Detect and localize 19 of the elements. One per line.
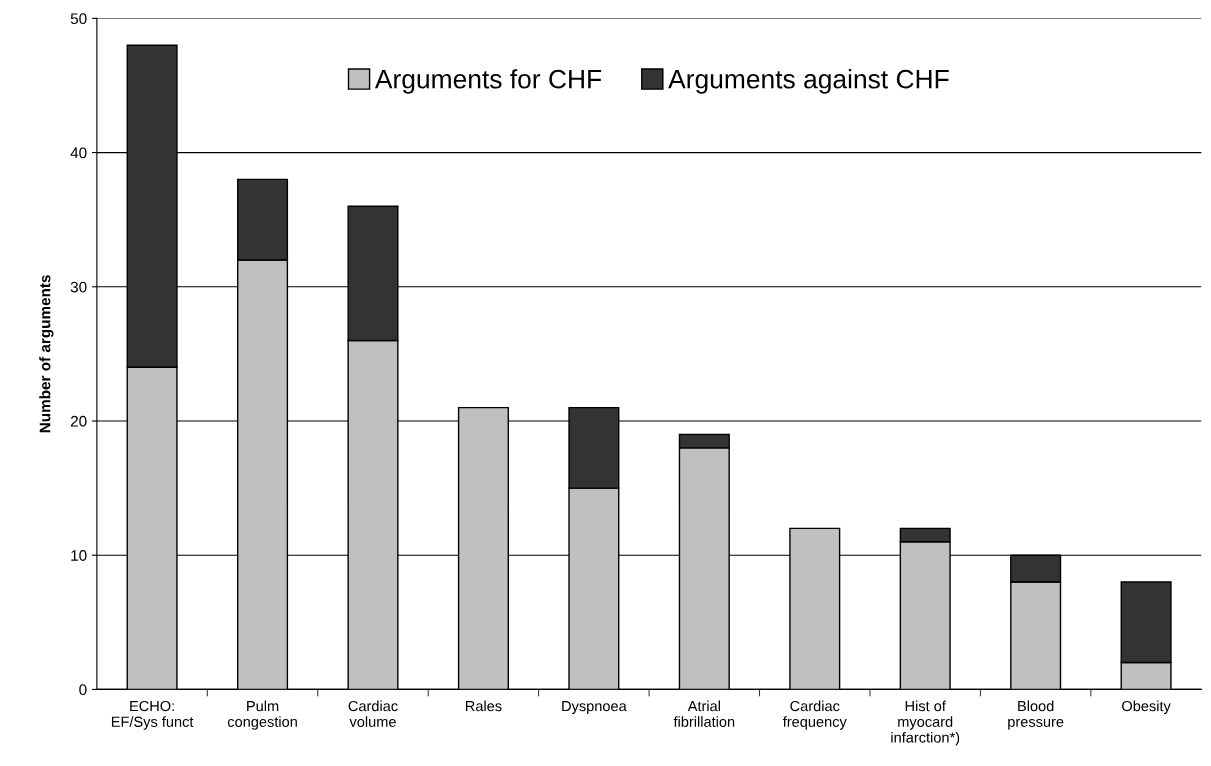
y-tick-label: 50 (70, 13, 87, 25)
legend-label: Arguments for CHF (374, 69, 602, 94)
x-tick-label: Hist of myocard infarction*) (891, 700, 960, 746)
x-tick-label: Cardiac frequency (782, 700, 847, 730)
y-tick-label: 40 (70, 147, 87, 159)
y-tick-label: 10 (71, 550, 87, 561)
x-tick-label: Obesity (1122, 700, 1171, 715)
legend-label: Arguments against CHF (668, 69, 949, 94)
x-tick-label: Blood pressure (1008, 700, 1064, 730)
x-tick-label: Rales (465, 700, 502, 712)
y-tick-label: 20 (70, 415, 87, 427)
y-axis-title: Number of arguments (39, 275, 54, 433)
x-tick-label: ECHO: EF/Sys funct (111, 700, 194, 730)
x-tick-label: Atrial fibrillation (673, 700, 735, 727)
y-tick-label: 30 (70, 281, 87, 293)
x-tick-label: Dyspnoea (562, 701, 627, 715)
x-tick-label: Pulm congestion (227, 700, 297, 730)
y-tick-label: 0 (79, 684, 87, 696)
x-tick-label: Cardiac volume (348, 700, 398, 727)
